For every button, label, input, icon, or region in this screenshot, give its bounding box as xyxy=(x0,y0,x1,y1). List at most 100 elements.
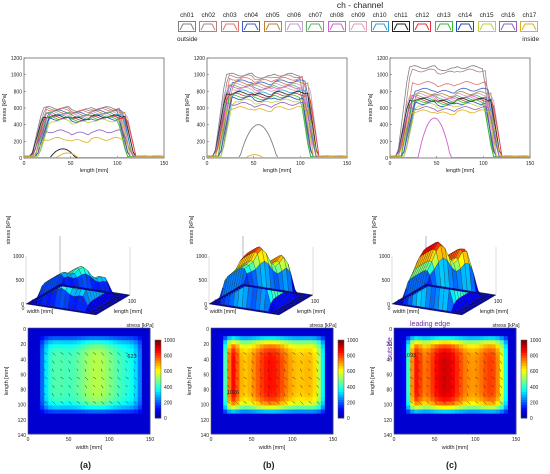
heatmap-cell xyxy=(44,389,49,394)
heatmap-cell xyxy=(263,376,269,382)
heatmap-cell xyxy=(235,372,240,378)
stress-arrow xyxy=(52,401,56,405)
stress-arrow xyxy=(292,352,296,355)
heatmap-cell xyxy=(324,393,330,398)
heatmap-cell xyxy=(84,417,90,423)
heatmap-cell xyxy=(48,328,53,333)
heatmap-cell xyxy=(280,425,285,431)
heatmap-cell xyxy=(398,389,403,394)
heatmap-cell xyxy=(272,401,277,406)
heatmap-cell xyxy=(410,413,415,419)
heatmap-cell xyxy=(97,340,102,345)
heatmap-cell xyxy=(32,413,37,419)
heatmap-cell xyxy=(105,421,110,427)
heatmap-cell xyxy=(117,381,122,386)
heatmap-cell xyxy=(503,332,509,337)
colorbar-segment xyxy=(338,402,344,406)
heatmap-cell xyxy=(288,376,293,382)
stress-arrow xyxy=(475,393,477,396)
heatmap-cell xyxy=(145,332,151,337)
heatmap-cell xyxy=(479,340,484,345)
heatmap-cell xyxy=(410,385,415,390)
heatmap-cell xyxy=(422,368,427,374)
stress-arrow xyxy=(251,384,254,389)
heatmap-cell xyxy=(129,405,135,410)
heatmap-cell xyxy=(483,328,488,333)
heatmap-cell xyxy=(101,381,106,386)
heatmap-cell xyxy=(312,372,318,378)
heatmap-cell xyxy=(129,340,135,345)
colorbar-tick-label: 600 xyxy=(347,369,356,375)
heatmap-cell xyxy=(511,425,517,431)
heatmap-cell xyxy=(438,372,444,378)
heatmap-cell xyxy=(109,332,114,337)
heatmap-cell xyxy=(406,376,411,382)
colorbar-segment xyxy=(521,399,527,403)
heatmap-cell xyxy=(499,385,505,390)
heatmap-cell xyxy=(129,385,135,390)
heatmap-cell xyxy=(133,389,139,394)
heatmap-cell xyxy=(52,409,57,415)
heatmap-cell xyxy=(324,368,330,374)
heatmap-cell xyxy=(438,397,444,402)
heatmap-cell xyxy=(129,368,135,374)
heatmap-cell xyxy=(28,425,33,431)
stress-arrow xyxy=(52,352,56,356)
heatmap-cell xyxy=(56,413,61,419)
heatmap-cell xyxy=(394,352,399,357)
heatmap-cell xyxy=(471,417,476,423)
heatmap-cell xyxy=(243,385,248,390)
heatmap-cell xyxy=(263,336,269,341)
heatmap-cell xyxy=(215,340,220,345)
heatmap-cell xyxy=(93,417,98,423)
heatmap-cell xyxy=(434,360,440,366)
stress-arrow xyxy=(100,368,103,372)
heatmap-cell xyxy=(84,364,90,370)
stress-arrow xyxy=(68,376,72,381)
heatmap-cell xyxy=(442,364,448,370)
stress-arrow xyxy=(109,376,113,380)
heatmap-cell xyxy=(211,385,216,390)
colorbar-segment xyxy=(338,405,344,409)
heatmap-cell xyxy=(243,401,248,406)
heatmap-cell xyxy=(263,340,269,345)
heatmap-cell xyxy=(467,360,472,366)
heatmap-cell xyxy=(80,397,86,402)
colorbar-segment xyxy=(521,407,527,411)
colorbar-segment xyxy=(521,345,527,349)
heatmap-cell xyxy=(288,429,293,435)
heatmap-cell xyxy=(32,417,37,423)
stress-arrow xyxy=(125,384,128,388)
heatmap-cell xyxy=(503,344,509,349)
heatmap-cell xyxy=(97,348,102,353)
heatmap-cell xyxy=(60,389,65,394)
heatmap-cell xyxy=(231,372,236,378)
heatmap-cell xyxy=(272,368,277,374)
heatmap-cell xyxy=(471,360,476,366)
heatmap-cell xyxy=(272,344,277,349)
stress-arrow xyxy=(125,368,127,371)
heatmap-cell xyxy=(320,401,326,406)
heatmap-cell xyxy=(316,344,322,349)
colorbar-segment xyxy=(521,384,527,388)
heatmap-cell xyxy=(40,328,45,333)
heatmap-cell xyxy=(44,401,49,406)
y-tick-label: 120 xyxy=(384,418,393,424)
heatmap-cell xyxy=(113,332,118,337)
heatmap-cell xyxy=(72,360,78,366)
heatmap-cell xyxy=(446,405,452,410)
stress-arrow xyxy=(275,401,280,404)
heatmap-cell xyxy=(308,385,314,390)
heatmap-cell xyxy=(129,401,135,406)
heatmap-cell xyxy=(72,368,78,374)
heatmap-cell xyxy=(446,368,452,374)
heatmap-cell xyxy=(455,413,460,419)
heatmap-cell xyxy=(296,372,301,378)
series-line xyxy=(23,136,165,158)
stress-arrow xyxy=(483,384,486,389)
heatmap-cell xyxy=(471,381,476,386)
heatmap-cell xyxy=(243,368,248,374)
heatmap-cell xyxy=(251,405,257,410)
heatmap-cell xyxy=(320,381,326,386)
